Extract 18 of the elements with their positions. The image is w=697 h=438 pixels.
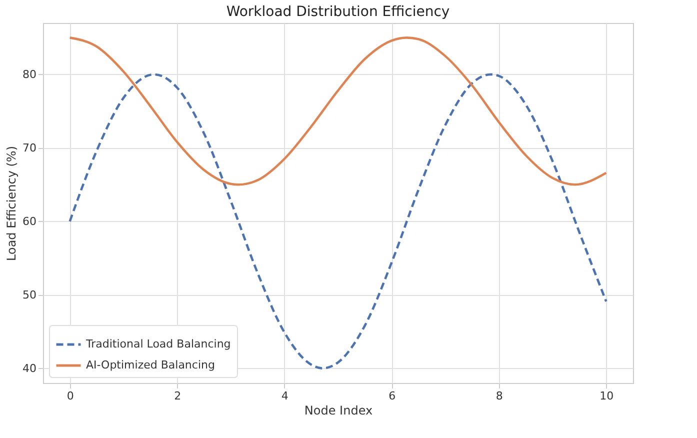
y-tick-label: 40	[22, 362, 36, 375]
x-tick-label: 2	[174, 390, 182, 402]
legend-label: AI-Optimized Balancing	[86, 358, 215, 372]
x-tick-label: 6	[388, 390, 396, 402]
x-axis-title: Node Index	[304, 404, 373, 418]
legend-label: Traditional Load Balancing	[85, 338, 231, 350]
x-tick-label: 8	[496, 390, 503, 402]
y-axis-title: Load Efficiency (%)	[4, 146, 19, 261]
line-series	[68, 73, 608, 370]
y-tick-label: 50	[22, 288, 36, 302]
x-tick-label: 10	[600, 390, 614, 402]
y-tick-label: 70	[22, 141, 36, 154]
chart-title: Workload Distribution Efficiency	[226, 4, 450, 20]
line-series	[68, 36, 608, 186]
x-tick-label: 4	[281, 390, 288, 402]
y-tick-label: 60	[22, 214, 36, 228]
x-tick-label: 0	[66, 390, 74, 402]
y-tick-label: 80	[22, 68, 36, 81]
